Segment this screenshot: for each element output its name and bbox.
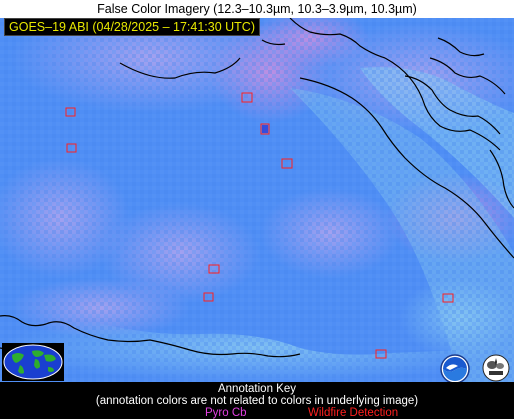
wildfire-detections — [65, 92, 454, 359]
wildfire-marker — [65, 107, 76, 117]
wildfire-marker — [203, 292, 214, 302]
satellite-map: GOES–19 ABI (04/28/2025 – 17:41:30 UTC) — [0, 18, 514, 382]
wildfire-marker — [66, 143, 77, 153]
wildfire-marker — [375, 349, 387, 359]
wildfire-marker — [442, 293, 454, 303]
annotation-key-heading: Annotation Key — [217, 383, 296, 395]
wildfire-marker — [260, 123, 270, 135]
annotation-key: Annotation Key (annotation colors are no… — [0, 382, 514, 419]
annotation-key-note: (annotation colors are not related to co… — [95, 395, 419, 407]
wildfire-marker — [281, 158, 293, 169]
wildfire-marker — [241, 92, 253, 103]
imagery-layer — [0, 18, 514, 382]
wildfire-detection-label: Wildfire Detection — [308, 407, 399, 419]
image-title: False Color Imagery (12.3–10.3µm, 10.3–3… — [0, 0, 514, 18]
wildfire-marker — [208, 264, 220, 274]
pyro-cb-label: Pyro Cb — [205, 407, 247, 419]
coastlines — [0, 18, 514, 358]
cimss-logo — [482, 354, 510, 382]
globe-logo — [2, 343, 64, 381]
noaa-logo — [440, 354, 470, 382]
timestamp-label: GOES–19 ABI (04/28/2025 – 17:41:30 UTC) — [4, 18, 260, 36]
